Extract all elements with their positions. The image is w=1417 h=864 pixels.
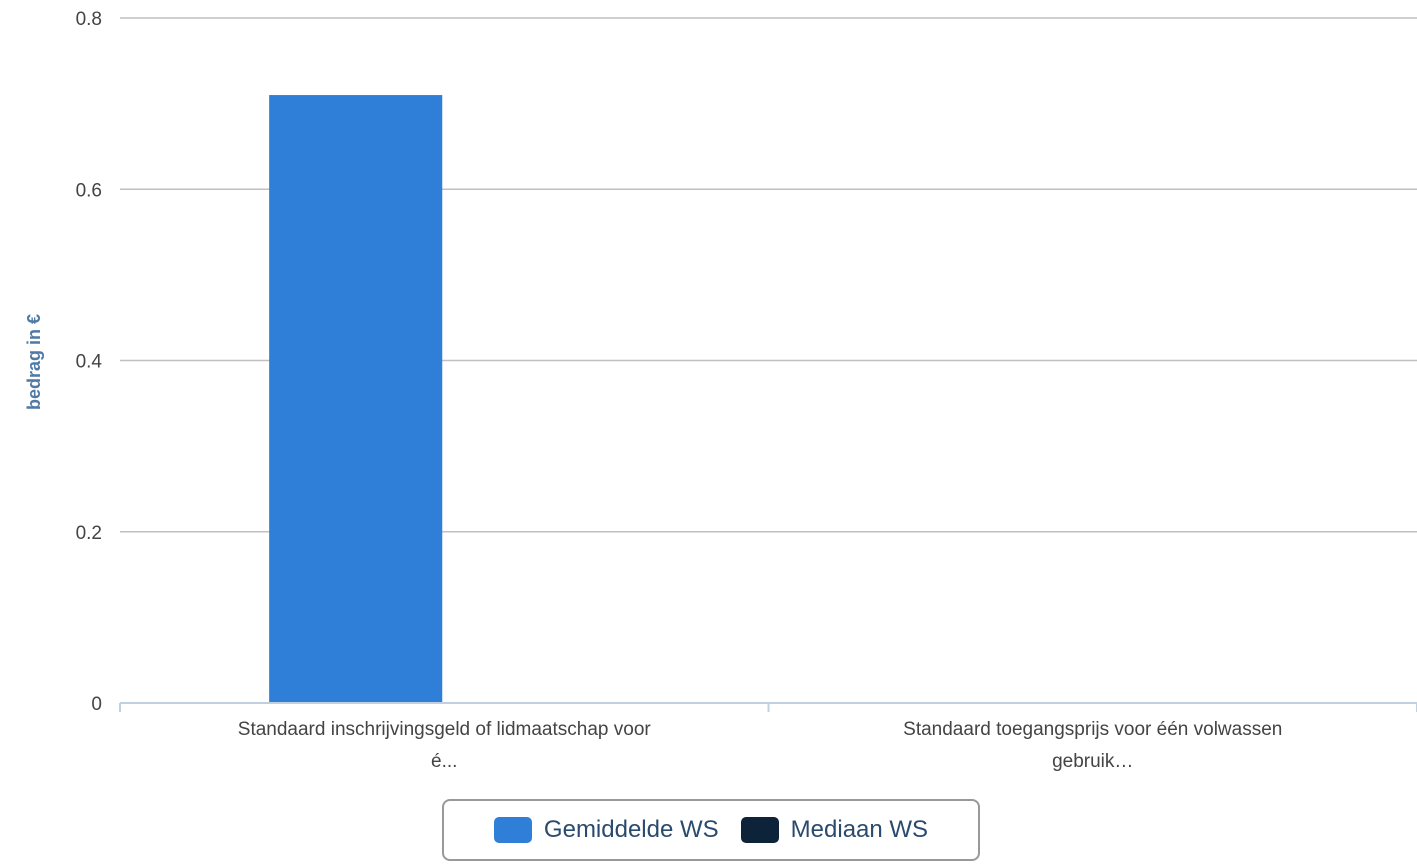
legend-label: Gemiddelde WS — [543, 816, 719, 843]
legend-swatch-icon — [493, 817, 532, 843]
x-tick-label: é... — [431, 751, 457, 772]
x-tick-label: Standaard inschrijvingsgeld of lidmaatsc… — [238, 719, 652, 740]
legend-item-gemiddelde[interactable]: Gemiddelde WS — [493, 816, 719, 844]
y-axis-label: bedrag in € — [24, 314, 44, 410]
legend-label: Mediaan WS — [790, 816, 929, 843]
x-axis-labels: Standaard inschrijvingsgeld of lidmaatsc… — [238, 719, 1283, 772]
legend-item-mediaan[interactable]: Mediaan WS — [740, 816, 929, 844]
y-axis-ticks: 0 0.2 0.4 0.6 0.8 — [76, 9, 103, 715]
x-tick-label: Standaard toegangsprijs voor één volwass… — [903, 719, 1282, 740]
bar[interactable] — [269, 95, 443, 703]
y-tick-label: 0.6 — [76, 180, 102, 201]
bar-chart: 0 0.2 0.4 0.6 0.8 Standaard inschrijvingsgel… — [24, 9, 1417, 772]
bars — [269, 95, 443, 703]
y-tick-label: 0.4 — [76, 352, 103, 373]
x-axis — [119, 702, 1417, 712]
y-tick-label: 0 — [91, 694, 102, 715]
x-tick-label: gebruik… — [1052, 751, 1133, 772]
legend: Gemiddelde WS Mediaan WS — [442, 799, 980, 861]
legend-swatch-icon — [740, 817, 779, 843]
y-tick-label: 0.2 — [76, 523, 102, 544]
y-tick-label: 0.8 — [76, 9, 102, 30]
